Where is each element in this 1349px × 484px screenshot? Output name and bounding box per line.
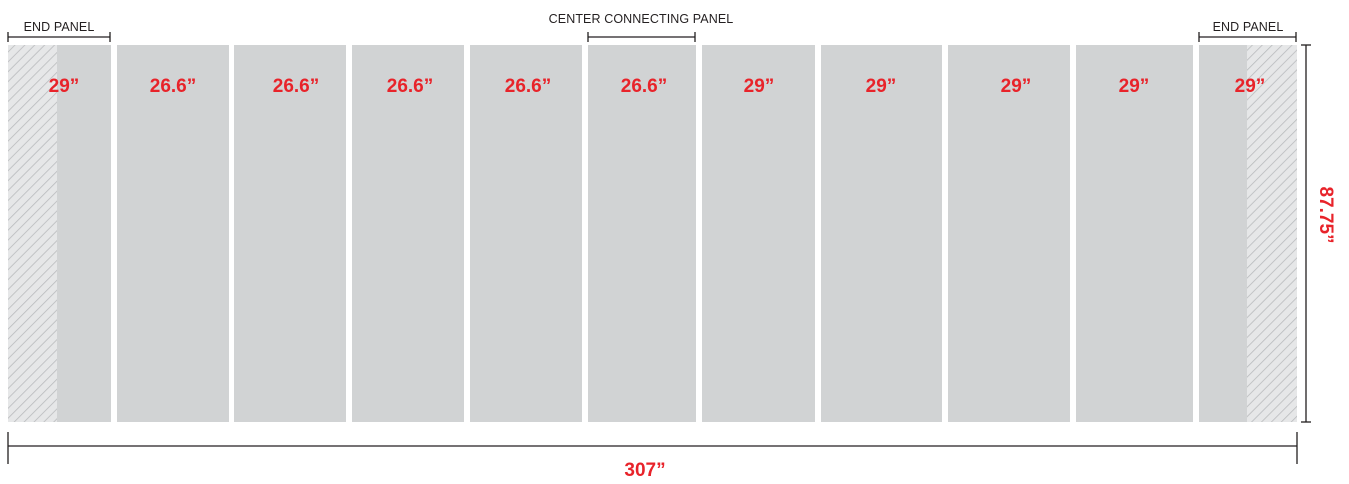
panel-1-width-label: 29” [49,76,80,97]
panel-5-width-label: 26.6” [505,76,551,97]
panel-1-hatched-area [8,45,57,422]
panel-5: 26.6” [470,45,582,422]
end-panel-left-label: END PANEL [24,20,95,34]
panel-9-body [948,45,1070,422]
panel-5-body [470,45,582,422]
panel-10: 29” [1076,45,1193,422]
width-dimension-label: 307” [624,460,665,481]
panel-4: 26.6” [352,45,464,422]
panel-11: 29” [1199,45,1297,422]
panels-group: 29” 26.6” 26.6” 26.6” 26.6” 26.6” 29” 2 [8,45,1297,422]
panel-3-body [234,45,346,422]
panel-3-width-label: 26.6” [273,76,319,97]
panel-6-width-label: 26.6” [621,76,667,97]
panel-7-width-label: 29” [744,76,775,97]
panel-10-body [1076,45,1193,422]
center-connecting-panel-label: CENTER CONNECTING PANEL [549,12,734,26]
end-panel-left-callout: END PANEL [7,20,111,42]
panel-4-width-label: 26.6” [387,76,433,97]
height-dimension: 87.75” [1301,44,1336,423]
panel-8: 29” [821,45,942,422]
panel-1: 29” [8,45,111,422]
panel-2-width-label: 26.6” [150,76,196,97]
panel-11-hatched-area [1247,45,1297,422]
width-dimension: 307” [7,432,1298,481]
panel-7: 29” [702,45,815,422]
panel-6-body [588,45,696,422]
panel-9: 29” [948,45,1070,422]
panel-10-width-label: 29” [1119,76,1150,97]
end-panel-right-label: END PANEL [1213,20,1284,34]
panel-8-body [821,45,942,422]
panel-8-width-label: 29” [866,76,897,97]
center-connecting-panel-callout: CENTER CONNECTING PANEL [549,12,734,42]
height-dimension-label: 87.75” [1315,186,1336,243]
panel-2-body [117,45,229,422]
panel-9-width-label: 29” [1001,76,1032,97]
end-panel-right-callout: END PANEL [1198,20,1297,42]
panel-7-body [702,45,815,422]
panel-3: 26.6” [234,45,346,422]
panel-4-body [352,45,464,422]
panel-6-center-connecting: 26.6” [588,45,696,422]
panel-2: 26.6” [117,45,229,422]
panel-11-width-label: 29” [1235,76,1266,97]
